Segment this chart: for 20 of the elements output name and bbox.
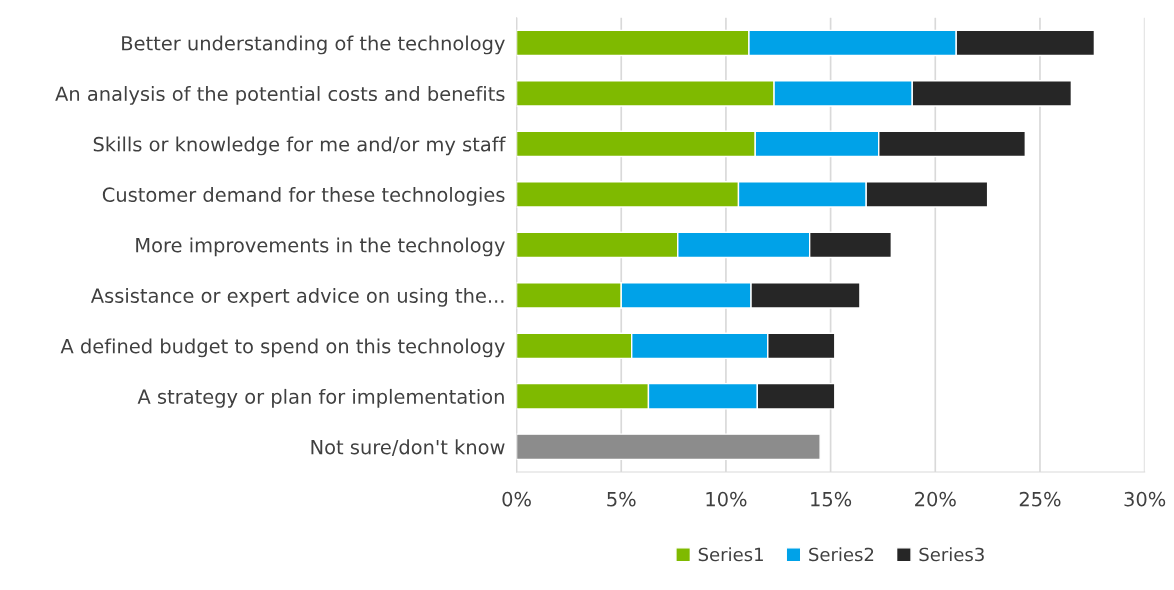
legend-label: Series2 (809, 547, 874, 562)
y-tick-label: Skills or knowledge for me and/or my staff (93, 136, 506, 156)
x-tick-label: 30% (1124, 491, 1166, 507)
x-tick-label: 0% (502, 491, 531, 507)
legend-label: Series1 (698, 547, 763, 562)
y-tick-label: A defined budget to spend on this technology (60, 338, 505, 358)
legend-label: Series3 (919, 547, 984, 562)
y-tick-label: Customer demand for these technologies (102, 186, 505, 206)
y-tick-label: Assistance or expert advice on using the... (90, 287, 504, 307)
x-tick-label: 15% (811, 491, 852, 507)
x-tick-label: 5% (607, 491, 636, 507)
x-tick-label: 20% (915, 491, 956, 507)
x-tick-label: 25% (1019, 491, 1061, 507)
y-tick-label: More improvements in the technology (136, 237, 505, 257)
y-tick-label: Not sure/don't know (311, 439, 505, 456)
bar (516, 433, 821, 461)
x-tick-label: 10% (706, 491, 747, 507)
y-tick-label: Better understanding of the technology (122, 35, 505, 55)
y-tick-label: An analysis of the potential costs and benefits (55, 86, 505, 105)
y-tick-label: A strategy or plan for implementation (137, 388, 504, 408)
